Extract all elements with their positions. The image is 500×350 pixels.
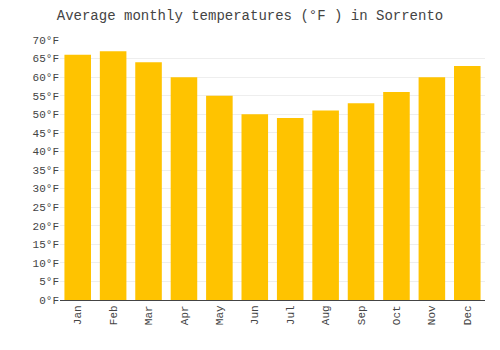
- svg-text:Nov: Nov: [426, 305, 438, 325]
- svg-text:0°F: 0°F: [39, 295, 59, 307]
- svg-text:60°F: 60°F: [33, 72, 59, 84]
- svg-text:30°F: 30°F: [33, 183, 59, 195]
- svg-text:Dec: Dec: [462, 305, 474, 325]
- svg-text:Apr: Apr: [179, 305, 191, 325]
- svg-text:Oct: Oct: [391, 305, 403, 325]
- svg-text:Jul: Jul: [285, 305, 297, 325]
- svg-text:20°F: 20°F: [33, 221, 59, 233]
- svg-text:35°F: 35°F: [33, 165, 59, 177]
- svg-text:May: May: [214, 305, 226, 325]
- svg-text:Average monthly temperatures (: Average monthly temperatures (°F ) in So…: [57, 8, 443, 24]
- svg-text:25°F: 25°F: [33, 202, 59, 214]
- svg-text:5°F: 5°F: [39, 276, 59, 288]
- svg-text:70°F: 70°F: [33, 35, 59, 47]
- svg-text:55°F: 55°F: [33, 91, 59, 103]
- svg-text:10°F: 10°F: [33, 258, 59, 270]
- svg-text:Feb: Feb: [108, 305, 120, 325]
- svg-text:Jun: Jun: [249, 305, 261, 325]
- svg-text:50°F: 50°F: [33, 109, 59, 121]
- svg-text:45°F: 45°F: [33, 128, 59, 140]
- svg-text:Jan: Jan: [72, 305, 84, 325]
- svg-text:Aug: Aug: [320, 305, 332, 325]
- svg-text:65°F: 65°F: [33, 53, 59, 65]
- svg-text:40°F: 40°F: [33, 146, 59, 158]
- svg-text:Mar: Mar: [143, 305, 155, 325]
- svg-text:15°F: 15°F: [33, 239, 59, 251]
- svg-text:Sep: Sep: [356, 305, 368, 325]
